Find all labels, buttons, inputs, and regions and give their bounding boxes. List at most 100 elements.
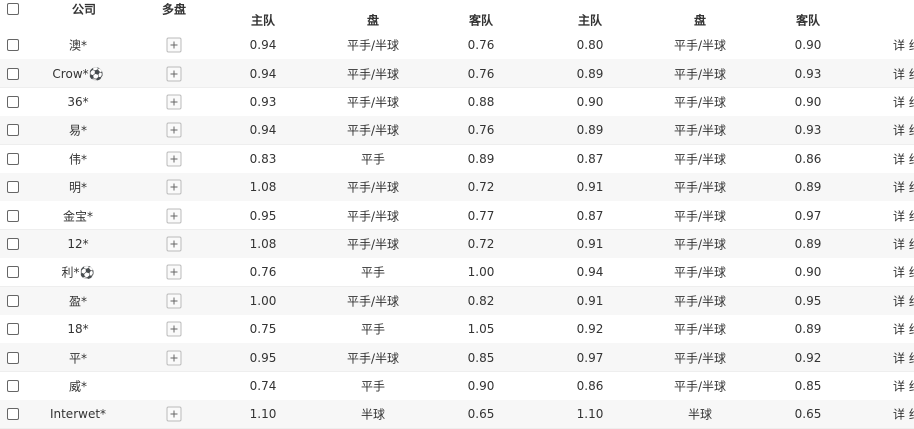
row-checkbox[interactable] <box>7 209 19 222</box>
expand-button[interactable] <box>166 208 182 224</box>
row-checkbox[interactable] <box>7 294 19 307</box>
handicap-cell: 平手/半球 <box>346 123 400 138</box>
detail-link[interactable]: 详 细 <box>893 351 914 366</box>
expand-button[interactable] <box>166 179 182 195</box>
row-checkbox[interactable] <box>7 380 19 392</box>
handicap-cell: 平手/半球 <box>673 180 727 195</box>
away-cell: 0.92 <box>794 350 822 365</box>
away-cell: 0.85 <box>467 350 495 365</box>
home-cell: 1.08 <box>249 180 277 195</box>
row-checkbox[interactable] <box>7 124 19 137</box>
expand-button[interactable] <box>166 350 182 366</box>
away-cell: 0.89 <box>467 151 495 166</box>
handicap-cell: 平手/半球 <box>346 95 400 110</box>
expand-button[interactable] <box>166 37 182 53</box>
detail-link[interactable]: 详 细 <box>893 209 914 224</box>
select-all-checkbox[interactable] <box>7 3 19 15</box>
detail-link[interactable]: 详 细 <box>893 123 914 138</box>
company-cell: 利*⚽ <box>61 265 95 280</box>
home-cell: 0.83 <box>249 151 277 166</box>
away-cell: 0.76 <box>467 38 495 53</box>
away-cell: 0.90 <box>794 265 822 280</box>
home-cell: 0.87 <box>576 151 604 166</box>
handicap-cell: 平手/半球 <box>346 294 400 309</box>
company-cell: 36* <box>67 95 89 109</box>
table-row <box>0 258 914 288</box>
detail-link[interactable]: 详 细 <box>893 38 914 53</box>
detail-link[interactable]: 详 细 <box>893 237 914 252</box>
home-cell: 0.74 <box>249 379 277 393</box>
away-cell: 1.05 <box>467 322 495 337</box>
company-cell: 伟* <box>68 152 88 167</box>
expand-button[interactable] <box>166 66 182 82</box>
away-cell: 0.89 <box>794 180 822 195</box>
detail-link[interactable]: 详 细 <box>893 67 914 82</box>
handicap-cell: 半球 <box>360 407 386 422</box>
company-cell: 18* <box>67 322 89 337</box>
detail-link[interactable]: 详 细 <box>893 322 914 337</box>
expand-button[interactable] <box>166 122 182 138</box>
expand-button[interactable] <box>166 94 182 110</box>
detail-link[interactable]: 详 细 <box>893 379 914 394</box>
handicap-cell: 平手/半球 <box>673 209 727 224</box>
home-cell: 1.08 <box>249 237 277 251</box>
handicap-cell: 平手/半球 <box>346 67 400 82</box>
row-checkbox[interactable] <box>7 323 19 336</box>
home-cell: 0.94 <box>249 38 277 53</box>
detail-link[interactable]: 详 细 <box>893 152 914 167</box>
table-row <box>0 343 914 373</box>
away-cell: 0.93 <box>794 123 822 138</box>
row-checkbox[interactable] <box>7 351 19 364</box>
handicap-cell: 平手/半球 <box>673 237 727 252</box>
company-cell: Interwet* <box>49 407 107 422</box>
away-cell: 0.72 <box>467 237 495 251</box>
table-row <box>0 229 914 259</box>
row-checkbox[interactable] <box>7 67 19 80</box>
handicap-cell: 平手/半球 <box>346 38 400 53</box>
expand-button[interactable] <box>166 151 182 167</box>
away-cell: 0.97 <box>794 208 822 223</box>
table-row <box>0 87 914 117</box>
detail-link[interactable]: 详 细 <box>893 180 914 195</box>
away-cell: 0.85 <box>794 379 822 393</box>
header-company: 公司 <box>71 2 97 17</box>
header-away2: 客队 <box>795 13 821 28</box>
expand-button[interactable] <box>166 236 182 252</box>
home-cell: 0.87 <box>576 208 604 223</box>
row-checkbox[interactable] <box>7 238 19 250</box>
away-cell: 0.65 <box>794 407 822 422</box>
home-cell: 0.80 <box>576 38 604 53</box>
handicap-cell: 平手 <box>360 152 386 167</box>
detail-link[interactable]: 详 细 <box>893 95 914 110</box>
home-cell: 1.10 <box>576 407 604 422</box>
company-cell: 威* <box>68 379 88 394</box>
handicap-cell: 平手/半球 <box>673 379 727 394</box>
expand-button[interactable] <box>166 321 182 337</box>
away-cell: 0.82 <box>467 293 495 308</box>
row-checkbox[interactable] <box>7 96 19 108</box>
header-handicap: 盘 <box>366 13 380 28</box>
header-home2: 主队 <box>577 13 603 28</box>
expand-button[interactable] <box>166 406 182 422</box>
home-cell: 0.93 <box>249 95 277 109</box>
handicap-cell: 平手/半球 <box>346 209 400 224</box>
away-cell: 0.65 <box>467 407 495 422</box>
table-row <box>0 201 914 231</box>
expand-button[interactable] <box>166 293 182 309</box>
expand-button[interactable] <box>166 264 182 280</box>
away-cell: 0.89 <box>794 322 822 337</box>
detail-link[interactable]: 详 细 <box>893 294 914 309</box>
away-cell: 1.00 <box>467 265 495 280</box>
row-checkbox[interactable] <box>7 152 19 165</box>
row-checkbox[interactable] <box>7 39 19 52</box>
away-cell: 0.89 <box>794 237 822 251</box>
row-checkbox[interactable] <box>7 266 19 279</box>
home-cell: 0.89 <box>576 123 604 138</box>
company-cell: Crow*⚽ <box>52 66 104 81</box>
detail-link[interactable]: 详 细 <box>893 407 914 422</box>
row-checkbox[interactable] <box>7 181 19 194</box>
table-row <box>0 315 914 344</box>
row-checkbox[interactable] <box>7 408 19 421</box>
away-cell: 0.76 <box>467 123 495 138</box>
detail-link[interactable]: 详 细 <box>893 265 914 280</box>
